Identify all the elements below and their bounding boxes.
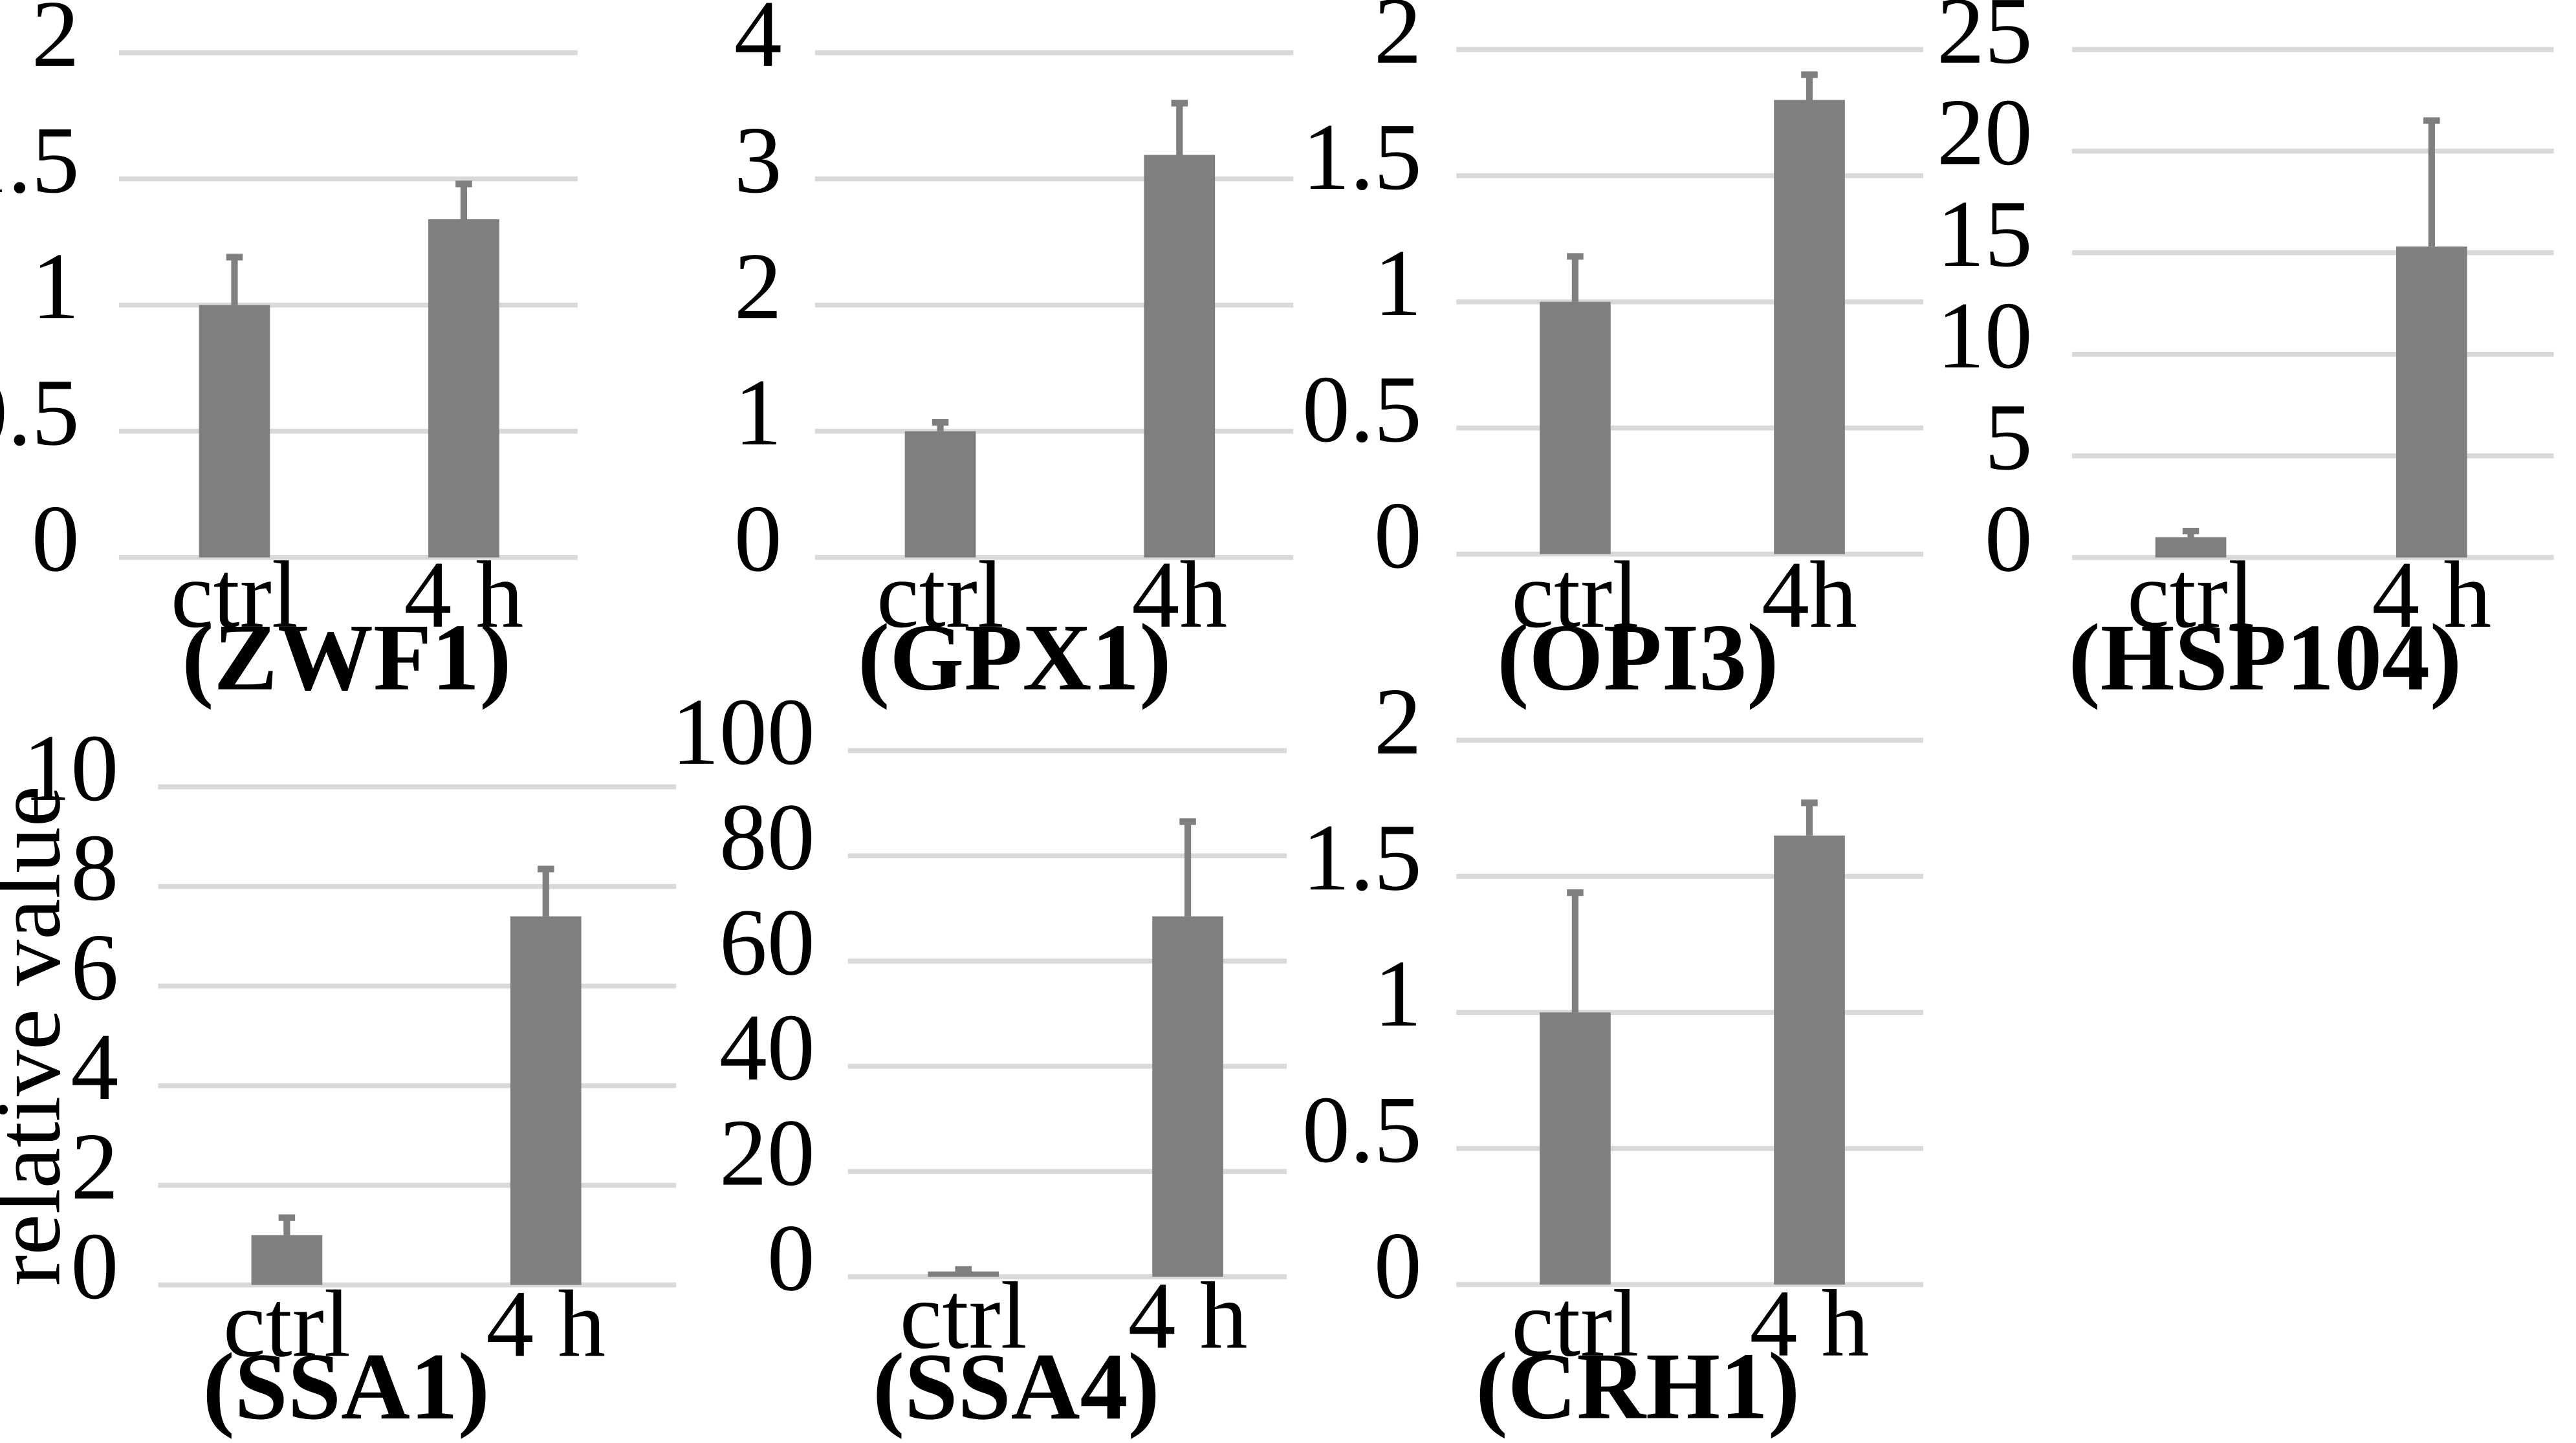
ssa1-gene-label: (SSA1) xyxy=(203,1333,490,1439)
zwf1-ytick-label-3: 1.5 xyxy=(0,107,79,213)
opi3-ytick-label-2: 1 xyxy=(1374,230,1422,336)
gpx1-bar-4h xyxy=(1144,155,1216,558)
crh1-error-bar-4-h xyxy=(1801,799,1818,836)
ssa4-ytick-label-5: 100 xyxy=(671,678,815,785)
hsp104-error-bar-ctrl xyxy=(2182,527,2199,537)
ssa1-bar-ctrl xyxy=(251,1235,323,1285)
opi3-ytick-label-0: 0 xyxy=(1374,482,1422,588)
ssa1-ytick-label-2: 4 xyxy=(71,1014,119,1120)
crh1-category-label-1: 4 h xyxy=(1750,1270,1870,1376)
hsp104-bar-4-h xyxy=(2396,246,2467,558)
ssa1-ytick-label-1: 2 xyxy=(71,1113,119,1219)
ssa1-error-bar-4-h xyxy=(538,865,554,917)
chart-opi3: 0 0.5 1 1.5 2 ctrl 4h(OPI3) xyxy=(1302,0,1924,710)
ssa1-error-bar-ctrl xyxy=(278,1214,296,1235)
ssa4-bar-4-h xyxy=(1152,916,1223,1277)
chart-crh1: 0 0.5 1 1.5 2 ctrl 4 h(CRH1) xyxy=(1302,668,1924,1439)
hsp104-gene-label: (HSP104) xyxy=(2068,604,2461,710)
ssa4-ytick-label-1: 20 xyxy=(719,1099,815,1205)
hsp104-ytick-label-5: 25 xyxy=(1937,0,2033,83)
zwf1-ytick-label-1: 0.5 xyxy=(0,359,79,465)
ssa1-ytick-label-0: 0 xyxy=(71,1213,119,1319)
opi3-ytick-label-1: 0.5 xyxy=(1302,356,1422,462)
ssa4-error-bar-ctrl xyxy=(955,1266,972,1273)
gpx1-category-label-1: 4h xyxy=(1131,541,1227,647)
opi3-bar-4h xyxy=(1774,100,1846,554)
gpx1-ytick-label-2: 2 xyxy=(734,233,782,339)
chart-zwf1: 0 0.5 1 1.5 2 ctrl 4 h(ZWF1) xyxy=(0,0,578,710)
hsp104-ytick-label-1: 5 xyxy=(1985,384,2033,490)
gpx1-error-bar-ctrl xyxy=(932,419,949,431)
ssa1-y-axis-label: relative value xyxy=(0,786,80,1286)
zwf1-gene-label: (ZWF1) xyxy=(182,604,511,710)
gpx1-bar-ctrl xyxy=(904,431,976,558)
zwf1-bar-ctrl xyxy=(199,305,270,558)
zwf1-category-label-1: 4 h xyxy=(404,541,523,647)
ssa4-ytick-label-2: 40 xyxy=(719,994,815,1100)
crh1-ytick-label-2: 1 xyxy=(1374,940,1422,1047)
zwf1-error-bar-ctrl xyxy=(226,254,243,305)
zwf1-ytick-label-4: 2 xyxy=(31,0,79,87)
ssa1-bar-4-h xyxy=(510,916,582,1285)
zwf1-ytick-label-0: 0 xyxy=(31,485,79,591)
crh1-gene-label: (CRH1) xyxy=(1476,1333,1800,1439)
crh1-bar-ctrl xyxy=(1540,1012,1611,1285)
ssa4-gene-label: (SSA4) xyxy=(873,1333,1160,1439)
hsp104-bar-ctrl xyxy=(2155,537,2227,558)
ssa1-ytick-label-3: 6 xyxy=(71,914,119,1020)
gpx1-gene-label: (GPX1) xyxy=(858,604,1172,710)
zwf1-bar-4-h xyxy=(428,219,499,558)
gpx1-error-bar-4h xyxy=(1171,100,1188,155)
ssa1-category-label-1: 4 h xyxy=(486,1270,606,1376)
opi3-category-label-0: ctrl xyxy=(1512,541,1639,647)
crh1-ytick-label-3: 1.5 xyxy=(1302,805,1422,911)
ssa4-category-label-0: ctrl xyxy=(900,1262,1027,1368)
opi3-error-bar-4h xyxy=(1801,71,1818,100)
crh1-ytick-label-0: 0 xyxy=(1374,1213,1422,1319)
hsp104-error-bar-4-h xyxy=(2423,117,2440,247)
opi3-gene-label: (OPI3) xyxy=(1497,604,1778,710)
ssa1-ytick-label-5: 10 xyxy=(23,715,119,821)
hsp104-category-label-1: 4 h xyxy=(2372,541,2491,647)
opi3-bar-ctrl xyxy=(1540,301,1611,554)
opi3-error-bar-ctrl xyxy=(1567,253,1584,302)
gpx1-ytick-label-1: 1 xyxy=(734,359,782,465)
ssa1-category-label-0: ctrl xyxy=(223,1270,351,1376)
opi3-ytick-label-3: 1.5 xyxy=(1302,103,1422,210)
gpx1-ytick-label-3: 3 xyxy=(734,107,782,213)
opi3-ytick-label-4: 2 xyxy=(1374,0,1422,83)
zwf1-ytick-label-2: 1 xyxy=(31,233,79,339)
ssa4-category-label-1: 4 h xyxy=(1128,1262,1248,1368)
ssa1-ytick-label-4: 8 xyxy=(71,814,119,920)
gpx1-ytick-label-0: 0 xyxy=(734,485,782,591)
zwf1-error-bar-4-h xyxy=(455,180,472,220)
ssa4-error-bar-4-h xyxy=(1179,818,1196,917)
crh1-ytick-label-1: 0.5 xyxy=(1302,1076,1422,1182)
hsp104-ytick-label-3: 15 xyxy=(1937,180,2033,287)
hsp104-category-label-0: ctrl xyxy=(2127,541,2254,647)
ssa4-ytick-label-0: 0 xyxy=(767,1204,815,1310)
crh1-error-bar-ctrl xyxy=(1567,889,1584,1013)
hsp104-ytick-label-4: 20 xyxy=(1937,79,2033,185)
chart-gpx1: 0 1 2 3 4 ctrl 4h(GPX1) xyxy=(734,0,1294,710)
ssa4-ytick-label-4: 80 xyxy=(719,783,815,889)
opi3-category-label-1: 4h xyxy=(1762,541,1857,647)
gpx1-category-label-0: ctrl xyxy=(877,541,1004,647)
gpx1-ytick-label-4: 4 xyxy=(734,0,782,87)
crh1-ytick-label-4: 2 xyxy=(1374,668,1422,774)
ssa4-bar-ctrl xyxy=(928,1271,999,1277)
crh1-bar-4-h xyxy=(1774,836,1846,1285)
crh1-category-label-0: ctrl xyxy=(1512,1270,1639,1376)
ssa4-ytick-label-3: 60 xyxy=(719,889,815,995)
zwf1-category-label-0: ctrl xyxy=(171,541,298,647)
hsp104-ytick-label-0: 0 xyxy=(1985,485,2033,591)
hsp104-ytick-label-2: 10 xyxy=(1937,282,2033,388)
